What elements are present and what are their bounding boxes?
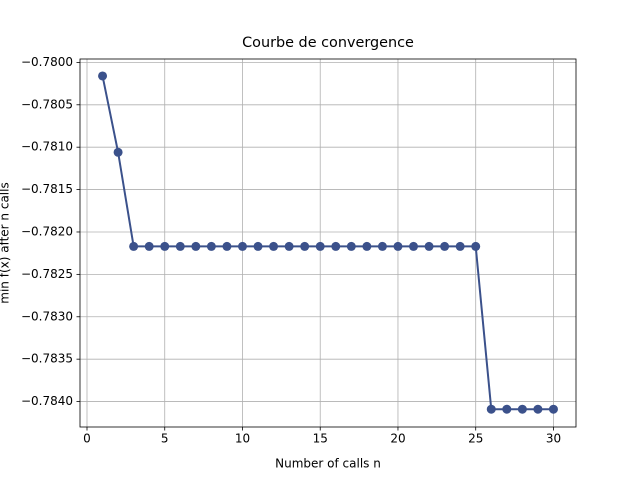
y-tick-label: −0.7820 bbox=[21, 224, 73, 238]
point bbox=[440, 241, 450, 251]
x-axis-label: Number of calls n bbox=[275, 457, 381, 471]
y-tick-label: −0.7815 bbox=[21, 182, 73, 196]
chart-title: Courbe de convergence bbox=[242, 35, 414, 51]
point bbox=[175, 241, 185, 251]
point bbox=[300, 241, 310, 251]
point bbox=[362, 241, 372, 251]
point bbox=[315, 241, 325, 251]
y-axis-label: min f(x) after n calls bbox=[0, 182, 12, 303]
point bbox=[144, 241, 154, 251]
x-tick-label: 25 bbox=[468, 432, 483, 446]
y-tick-label: −0.7830 bbox=[21, 309, 73, 323]
point bbox=[222, 241, 232, 251]
point bbox=[517, 404, 527, 414]
y-tick-label: −0.7805 bbox=[21, 97, 73, 111]
point bbox=[548, 404, 558, 414]
point bbox=[284, 241, 294, 251]
point bbox=[424, 241, 434, 251]
y-tick-label: −0.7825 bbox=[21, 267, 73, 281]
point bbox=[409, 241, 419, 251]
point bbox=[455, 241, 465, 251]
y-tick-label: −0.7840 bbox=[21, 394, 73, 408]
point bbox=[237, 241, 247, 251]
point bbox=[346, 241, 356, 251]
point bbox=[393, 241, 403, 251]
plot-frame bbox=[79, 58, 577, 428]
x-tick-label: 5 bbox=[161, 432, 169, 446]
point bbox=[191, 241, 201, 251]
x-tick-label: 30 bbox=[546, 432, 561, 446]
point bbox=[160, 241, 170, 251]
y-tick-label: −0.7835 bbox=[21, 352, 73, 366]
y-tick-label: −0.7800 bbox=[21, 55, 73, 69]
point bbox=[113, 147, 123, 157]
point bbox=[377, 241, 387, 251]
point bbox=[331, 241, 341, 251]
point bbox=[269, 241, 279, 251]
y-tick-label: −0.7810 bbox=[21, 140, 73, 154]
point bbox=[98, 71, 108, 81]
point bbox=[533, 404, 543, 414]
point bbox=[253, 241, 263, 251]
x-tick-label: 15 bbox=[313, 432, 328, 446]
point bbox=[471, 241, 481, 251]
point bbox=[486, 404, 496, 414]
x-tick-label: 10 bbox=[235, 432, 250, 446]
x-tick-label: 0 bbox=[83, 432, 91, 446]
point bbox=[502, 404, 512, 414]
x-tick-label: 20 bbox=[390, 432, 405, 446]
point bbox=[206, 241, 216, 251]
point bbox=[129, 241, 139, 251]
